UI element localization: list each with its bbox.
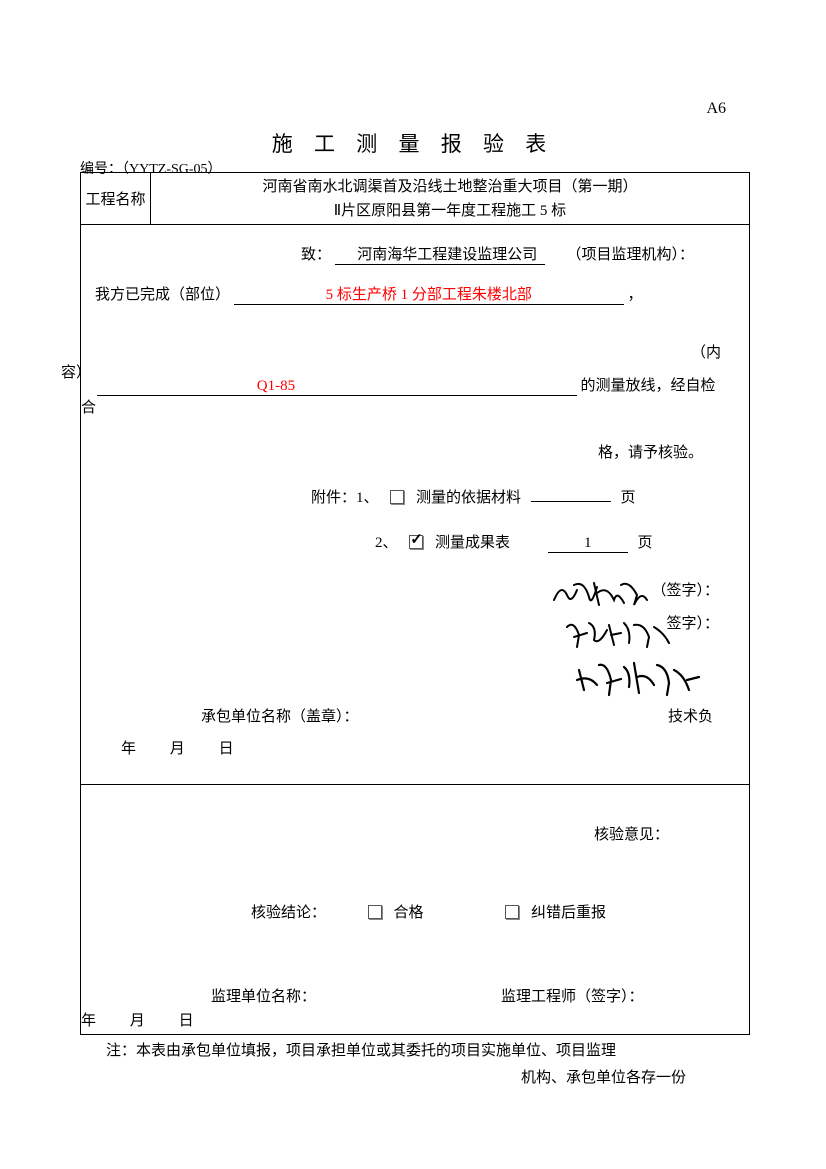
completed-value: 5 标生产桥 1 分部工程朱楼北部	[234, 283, 624, 305]
project-name-line1: 河南省南水北调渠首及沿线土地整治重大项目（第一期）	[262, 179, 637, 195]
date-ymd-1: 年 月 日	[121, 737, 234, 758]
line-content: Q1-85 的测量放线，经自检合	[81, 362, 729, 417]
line-to: 致： 河南海华工程建设监理公司 （项目监理机构）：	[81, 237, 729, 265]
year-1: 年	[121, 741, 136, 757]
verify-conclusion-row: 核验结论： 合格 纠错后重报	[251, 901, 606, 922]
footnote-line1: 注：本表由承包单位填报，项目承担单位或其委托的项目实施单位、项目监理	[106, 1038, 726, 1065]
attach1-pages	[531, 501, 611, 502]
line-attach1: 附件：1、 测量的依据材料 页	[81, 462, 729, 507]
verify-conclusion-label: 核验结论：	[251, 905, 326, 921]
project-name-line2: Ⅱ片区原阳县第一年度工程施工 5 标	[334, 203, 566, 219]
year-2: 年	[81, 1013, 96, 1029]
month-2: 月	[130, 1013, 145, 1029]
attach1-text: 测量的依据材料	[416, 490, 521, 506]
page-unit-1: 页	[621, 490, 636, 506]
attach2-text: 测量成果表	[435, 535, 510, 551]
day-2: 日	[179, 1013, 194, 1029]
form-title: 施 工 测 量 报 验 表	[0, 128, 826, 158]
line-qualify: 格，请予核验。	[81, 417, 729, 462]
line-nei: （内	[81, 305, 729, 362]
checkbox-attach2[interactable]	[409, 535, 423, 549]
checkbox-redo[interactable]	[505, 905, 519, 919]
checkbox-attach1[interactable]	[390, 490, 404, 504]
to-label: 致：	[301, 247, 331, 263]
completed-comma: ，	[628, 287, 643, 303]
page-unit-2: 页	[638, 535, 653, 551]
supervisor-unit-label: 监理单位名称：	[211, 985, 316, 1006]
signature-3-svg	[569, 655, 709, 705]
section-verification: 核验意见： 核验结论： 合格 纠错后重报 监理单位名称： 监理工程师（签字）： …	[81, 785, 750, 1035]
date-ymd-2: 年 月 日	[81, 1009, 194, 1030]
footnote-line2: 机构、承包单位各存一份	[106, 1065, 726, 1092]
contractor-label: 承包单位名称（盖章）：	[201, 705, 359, 726]
tech-leader-label: 技术负	[668, 705, 713, 726]
attach-label: 附件：1、	[311, 490, 379, 506]
supervisor-engineer-label: 监理工程师（签字）：	[501, 985, 644, 1006]
to-suffix: （项目监理机构）：	[567, 247, 695, 263]
content-label: 容）	[61, 361, 91, 382]
project-name-label: 工程名称	[81, 173, 151, 225]
completed-label: 我方已完成（部位）	[95, 287, 230, 303]
page-code: A6	[706, 100, 726, 118]
project-name-value: 河南省南水北调渠首及沿线土地整治重大项目（第一期） Ⅱ片区原阳县第一年度工程施工…	[151, 173, 750, 225]
signature-block: （签字）： 签字）：	[651, 575, 719, 641]
conclusion-redo: 纠错后重报	[531, 905, 606, 921]
content-value-wrapper: Q1-85	[97, 378, 577, 396]
conclusion-pass: 合格	[394, 905, 424, 921]
attach2-pages: 1	[548, 535, 628, 553]
month-1: 月	[170, 741, 185, 757]
to-company: 河南海华工程建设监理公司	[335, 243, 545, 265]
attach2-label: 2、	[375, 535, 398, 551]
sign2-suffix: 签字）：	[666, 616, 719, 632]
project-name-row: 工程名称 河南省南水北调渠首及沿线土地整治重大项目（第一期） Ⅱ片区原阳县第一年…	[81, 173, 750, 225]
sign1-suffix: （签字）：	[651, 583, 719, 599]
verify-opinion-label: 核验意见：	[594, 823, 669, 844]
section-submission: 致： 河南海华工程建设监理公司 （项目监理机构）： 我方已完成（部位） 5 标生…	[81, 225, 750, 785]
content-value: Q1-85	[257, 378, 295, 394]
checkbox-pass[interactable]	[368, 905, 382, 919]
main-form-table: 工程名称 河南省南水北调渠首及沿线土地整治重大项目（第一期） Ⅱ片区原阳县第一年…	[80, 172, 750, 1035]
line-completed: 我方已完成（部位） 5 标生产桥 1 分部工程朱楼北部 ，	[81, 265, 729, 305]
day-1: 日	[219, 741, 234, 757]
line-attach2: 2、 测量成果表 1 页	[81, 507, 729, 553]
footnote: 注：本表由承包单位填报，项目承担单位或其委托的项目实施单位、项目监理 机构、承包…	[106, 1038, 726, 1092]
